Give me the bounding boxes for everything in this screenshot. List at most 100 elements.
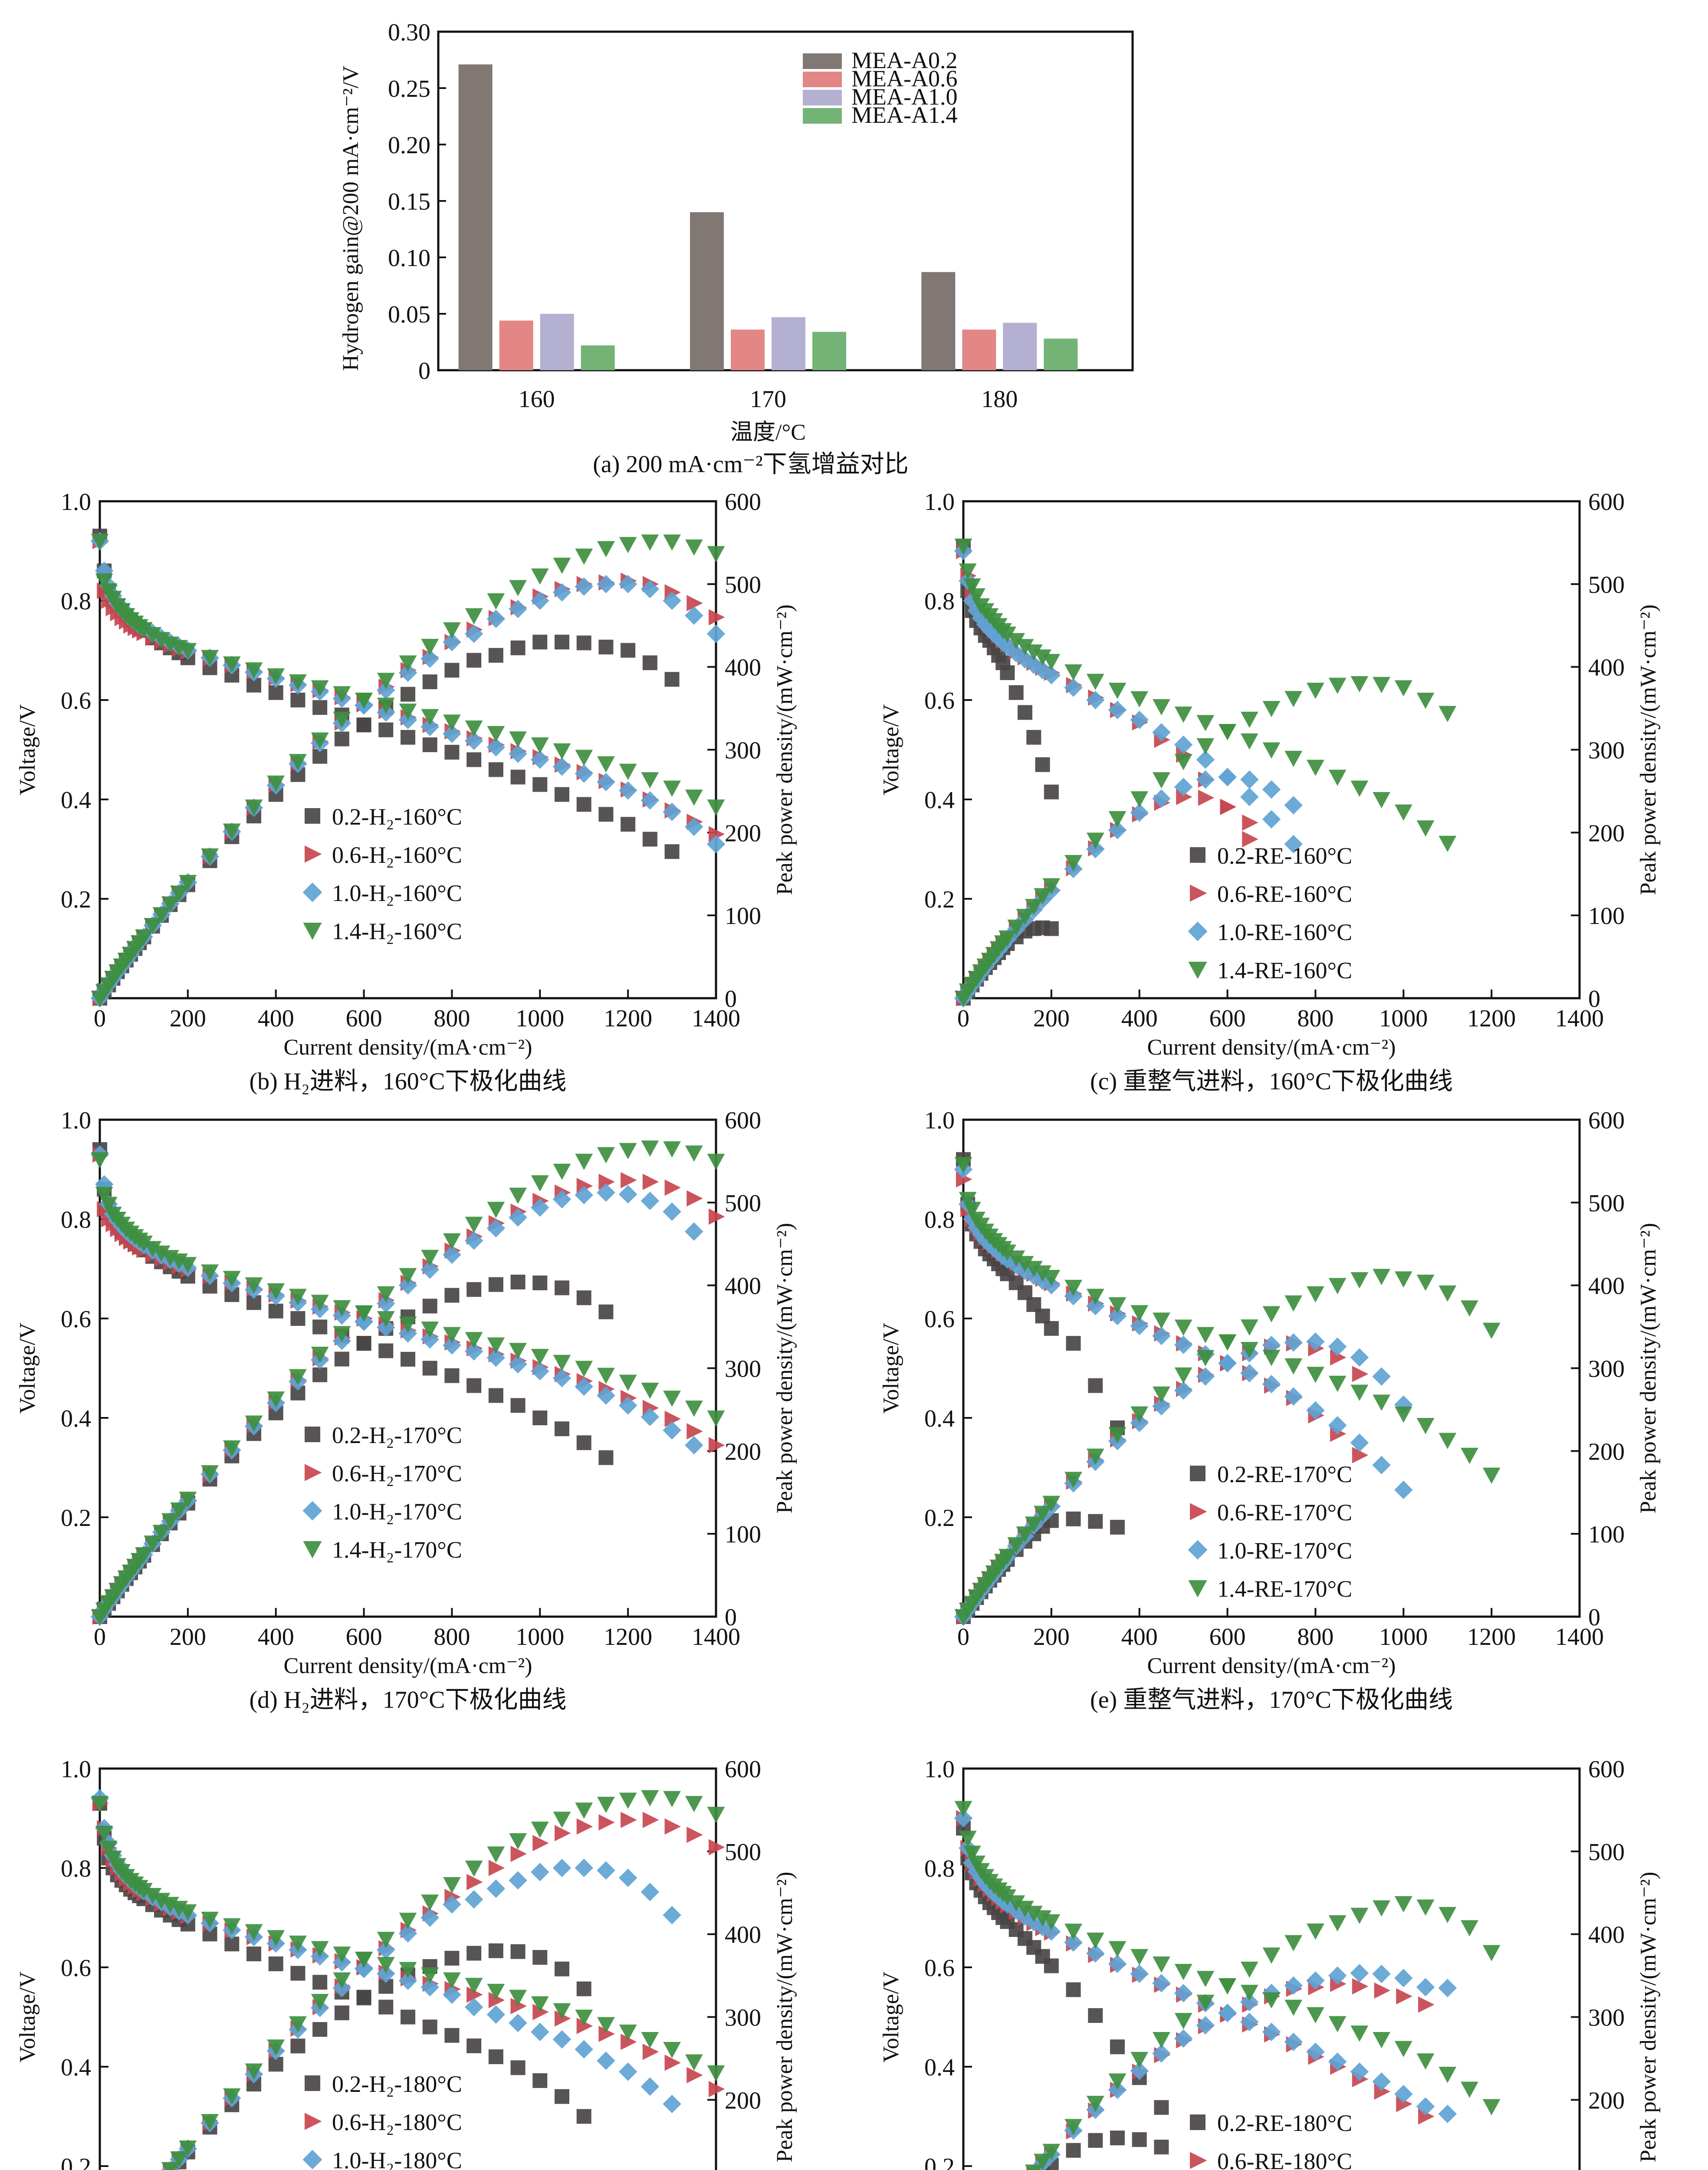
voltage-point — [1035, 1309, 1050, 1324]
x-tick-label: 1200 — [604, 1624, 652, 1651]
voltage-point — [531, 2022, 549, 2042]
y-right-axis-title: Peak power density/(mW·cm⁻²) — [1636, 605, 1661, 895]
series-1.4-H₂-180°C — [91, 1790, 725, 2170]
power-point — [1262, 780, 1281, 799]
voltage-point — [91, 533, 109, 550]
voltage-point — [553, 743, 571, 760]
x-tick-label: 0 — [957, 1624, 969, 1651]
power-point — [245, 1415, 263, 1432]
power-point — [664, 1179, 681, 1196]
legend-label: 0.2-RE-160°C — [1217, 843, 1352, 869]
legend-label: 0.2-H₂-160°C — [332, 804, 462, 830]
legend-marker — [305, 1427, 320, 1442]
power-point — [1307, 1923, 1324, 1940]
power-point — [1284, 1333, 1303, 1352]
voltage-point — [1086, 1933, 1104, 1949]
chart-caption: (d) H₂进料，170°C下极化曲线 — [249, 1687, 566, 1713]
legend-label: 1.4-RE-170°C — [1217, 1576, 1352, 1602]
voltage-point — [1035, 757, 1050, 772]
voltage-point — [1461, 1447, 1478, 1464]
y-right-tick-label: 500 — [725, 572, 761, 598]
voltage-point — [420, 1330, 439, 1349]
y-left-tick-label: 0.2 — [924, 886, 955, 913]
power-point — [1152, 2044, 1171, 2063]
power-point — [685, 1796, 703, 1812]
power-point — [598, 1304, 614, 1319]
power-point — [663, 1791, 681, 1808]
voltage-point — [290, 693, 305, 707]
voltage-point — [621, 2034, 637, 2050]
legend-label: 0.6-RE-160°C — [1217, 881, 1352, 907]
y-right-tick-label: 300 — [1588, 1356, 1625, 1383]
voltage-point — [1086, 674, 1104, 690]
chart-g: 02004006008001000120014000.20.40.60.81.0… — [879, 1756, 1661, 2170]
voltage-point — [707, 2065, 725, 2082]
x-tick-label: 1400 — [692, 1624, 740, 1651]
voltage-point — [1394, 2085, 1413, 2104]
voltage-point — [555, 1421, 569, 1437]
voltage-point — [959, 1831, 977, 1847]
bar-MEA-A1.4-160 — [581, 345, 615, 370]
x-tick-label: 800 — [434, 1005, 470, 1032]
voltage-point — [401, 2009, 415, 2025]
y-left-tick-label: 0.2 — [924, 1505, 955, 1532]
voltage-point — [135, 1235, 153, 1252]
power-point — [1108, 1427, 1127, 1443]
legend-label: 0.6-RE-180°C — [1217, 2148, 1352, 2170]
power-point — [267, 775, 285, 792]
voltage-point — [1240, 1985, 1258, 2001]
voltage-point — [399, 704, 417, 720]
voltage-point — [464, 731, 483, 750]
power-point — [575, 548, 593, 565]
voltage-point — [152, 632, 171, 648]
power-point — [377, 1940, 395, 1960]
voltage-point — [598, 2025, 615, 2042]
power-point — [1416, 693, 1435, 709]
power-point — [1350, 1348, 1369, 1367]
voltage-point — [311, 1295, 329, 1311]
voltage-point — [1373, 1394, 1390, 1411]
voltage-point — [378, 1343, 394, 1358]
power-point — [356, 1336, 371, 1351]
power-point — [466, 653, 482, 668]
voltage-point — [466, 1986, 483, 2003]
voltage-point — [135, 1883, 153, 1899]
voltage-point — [619, 2024, 637, 2041]
power-point — [223, 2088, 241, 2105]
power-point — [664, 672, 680, 687]
power-point — [179, 1492, 197, 1508]
power-point — [1416, 1899, 1435, 1916]
power-point — [201, 2114, 219, 2131]
voltage-point — [619, 1374, 637, 1391]
power-point — [398, 1924, 417, 1943]
voltage-point — [223, 656, 241, 673]
y-left-tick-label: 0.2 — [61, 2154, 91, 2170]
voltage-point — [640, 791, 660, 810]
voltage-point — [421, 1322, 439, 1338]
power-point — [509, 580, 527, 596]
voltage-point — [959, 1192, 977, 1208]
power-point — [709, 1839, 725, 1855]
power-point — [1044, 921, 1059, 936]
voltage-point — [1034, 649, 1051, 666]
voltage-point — [378, 722, 394, 737]
power-point — [422, 674, 437, 690]
voltage-point — [619, 763, 637, 780]
power-point — [686, 1826, 703, 1843]
voltage-point — [444, 1368, 460, 1383]
power-point — [1220, 799, 1236, 815]
power-point — [444, 1951, 460, 1966]
voltage-point — [640, 2077, 660, 2096]
power-point — [466, 1946, 482, 1961]
voltage-point — [1153, 699, 1170, 716]
power-point — [201, 1465, 219, 1482]
x-tick-label: 600 — [346, 1624, 382, 1651]
voltage-point — [531, 1362, 549, 1381]
y-right-tick-label: 0 — [1588, 1604, 1600, 1631]
power-point — [201, 848, 219, 865]
power-point — [1240, 1961, 1258, 1978]
power-point — [420, 649, 439, 668]
voltage-point — [466, 2038, 482, 2053]
chart-caption: (a) 200 mA·cm⁻²下氢增益对比 — [593, 451, 909, 478]
power-point — [685, 606, 703, 625]
